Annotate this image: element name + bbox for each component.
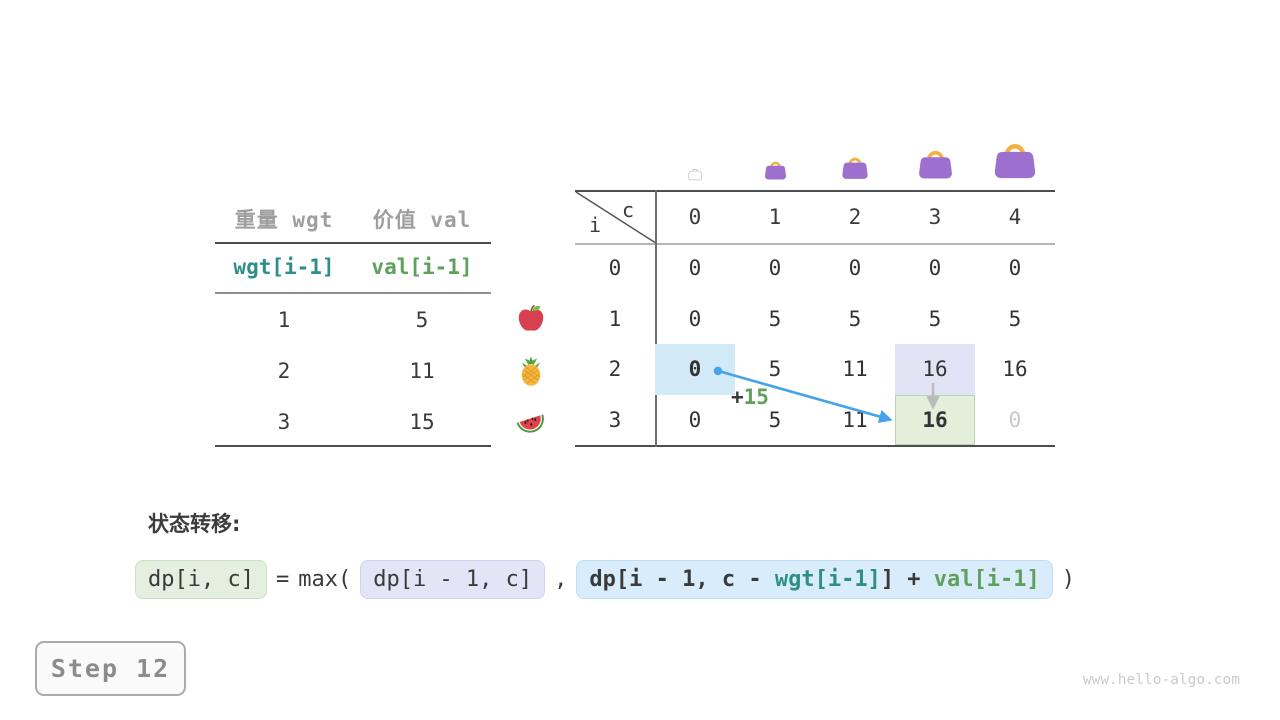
dp-cell: 11 bbox=[842, 357, 868, 382]
empty-bag-icon bbox=[687, 166, 703, 181]
dp-cell: 5 bbox=[768, 306, 782, 331]
items-table: 重量 wgt 价值 val wgt[i-1] val[i-1] 1 5 2 11 3 15 bbox=[215, 196, 491, 448]
plus-sign: + bbox=[731, 385, 744, 409]
item-value-value: 11 bbox=[409, 358, 435, 383]
dp-cell: 16 bbox=[895, 344, 975, 395]
item-value-value: 5 bbox=[415, 307, 429, 332]
max-open: max( bbox=[298, 567, 352, 592]
dp-cell: 5 bbox=[928, 306, 942, 331]
dp-cell: 0 bbox=[768, 256, 782, 281]
dp-col-label: 4 bbox=[1008, 204, 1022, 229]
table-rule-bottom bbox=[215, 445, 491, 447]
apple-icon bbox=[515, 303, 547, 335]
watermelon-icon bbox=[515, 406, 547, 438]
dp-row-label: 1 bbox=[608, 306, 622, 331]
close-paren: ) bbox=[1061, 567, 1076, 592]
val-code-label: val[i-1] bbox=[371, 255, 473, 279]
dp-row-label: 0 bbox=[608, 256, 622, 281]
dp-rule-under-header bbox=[575, 243, 1055, 245]
items-code-row: wgt[i-1] val[i-1] bbox=[215, 244, 491, 290]
add-value-annotation: +15 bbox=[731, 385, 769, 409]
dp-row-label: 2 bbox=[608, 357, 622, 382]
dp-col-label: 3 bbox=[928, 204, 942, 229]
bag-icon bbox=[763, 158, 788, 181]
dp-cell: 0 bbox=[688, 407, 702, 432]
item-weight-value: 2 bbox=[277, 358, 291, 383]
item-row: 2 11 bbox=[215, 345, 491, 396]
dp-cell: 0 bbox=[655, 344, 735, 395]
weight-column-header: 重量 wgt bbox=[234, 208, 334, 232]
dp-cell: 0 bbox=[928, 256, 942, 281]
pineapple-icon bbox=[515, 355, 547, 387]
dp-corner-spacer bbox=[575, 190, 655, 243]
added-value: 15 bbox=[743, 385, 769, 409]
value-column-header: 价值 val bbox=[372, 208, 472, 232]
bag-icon bbox=[991, 137, 1039, 181]
dp-grid: 0 0 0 0 0 0 1 0 5 5 5 5 2 0 5 11 16 16 3 0 5 11 16 0 bbox=[575, 243, 1055, 445]
item-row: 3 15 bbox=[215, 396, 491, 447]
dp-vertical-divider bbox=[655, 190, 657, 447]
step-badge: Step 12 bbox=[35, 641, 186, 696]
table-rule-top bbox=[215, 242, 491, 244]
step-badge-label: Step 12 bbox=[50, 654, 171, 683]
formula-token: val[i-1] bbox=[933, 567, 1040, 592]
equals-sign: = bbox=[275, 567, 290, 592]
items-table-header: 重量 wgt 价值 val bbox=[215, 196, 491, 242]
dp-column-labels: 0 1 2 3 4 bbox=[575, 190, 1055, 243]
dp-cell: 0 bbox=[688, 256, 702, 281]
dp-cell: 0 bbox=[848, 256, 862, 281]
dp-rule-bottom bbox=[575, 445, 1055, 447]
dp-cell: 5 bbox=[1008, 306, 1022, 331]
dp-rule-top bbox=[575, 190, 1055, 192]
dp-cell: 0 bbox=[688, 306, 702, 331]
watermark: www.hello-algo.com bbox=[1082, 672, 1240, 688]
formula-lhs: dp[i, c] bbox=[135, 560, 267, 599]
bag-icon bbox=[840, 153, 870, 181]
transition-formula: dp[i, c] = max( dp[i - 1, c] , dp[i - 1,… bbox=[135, 560, 1075, 599]
item-value-value: 15 bbox=[409, 409, 435, 434]
formula-token: wgt[i-1] bbox=[774, 567, 881, 592]
bag-icon bbox=[916, 145, 955, 181]
dp-cell: 0 bbox=[1008, 407, 1022, 432]
dp-cell: 11 bbox=[842, 407, 868, 432]
table-rule-middle bbox=[215, 292, 491, 294]
formula-arg1: dp[i - 1, c] bbox=[360, 560, 546, 599]
item-weight-value: 1 bbox=[277, 307, 291, 332]
capacity-bags-row bbox=[575, 130, 1055, 181]
transition-heading: 状态转移: bbox=[148, 512, 241, 536]
comma: , bbox=[554, 567, 568, 592]
dp-cell: 16 bbox=[1002, 357, 1028, 382]
formula-token: ] + bbox=[880, 567, 934, 592]
wgt-code-label: wgt[i-1] bbox=[233, 255, 335, 279]
dp-col-label: 1 bbox=[768, 204, 782, 229]
formula-arg2: dp[i - 1, c - wgt[i-1]] + val[i-1] bbox=[576, 560, 1053, 599]
dp-cell: 16 bbox=[895, 394, 975, 445]
dp-cell: 0 bbox=[1008, 256, 1022, 281]
dp-col-label: 0 bbox=[688, 204, 702, 229]
item-weight-value: 3 bbox=[277, 409, 291, 434]
dp-row-label: 3 bbox=[608, 407, 622, 432]
dp-col-label: 2 bbox=[848, 204, 862, 229]
dp-cell: 5 bbox=[848, 306, 862, 331]
formula-token: dp[i - 1, c - bbox=[589, 567, 775, 592]
